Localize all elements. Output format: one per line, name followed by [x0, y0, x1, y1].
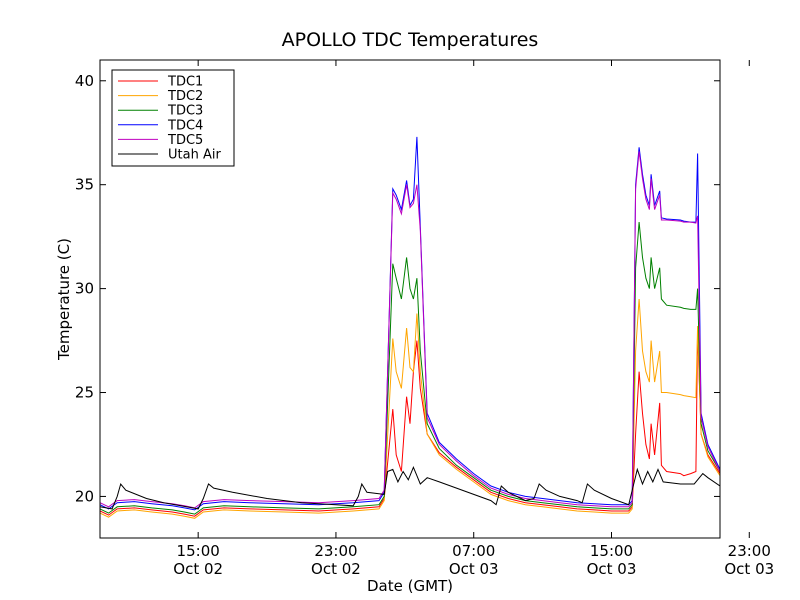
x-tick-label-date: Oct 02 — [173, 560, 223, 578]
x-tick-label-date: Oct 02 — [311, 560, 361, 578]
x-tick-label-time: 23:00 — [314, 542, 357, 560]
series-line-tdc2 — [100, 298, 720, 519]
y-tick-label: 20 — [75, 487, 94, 505]
x-tick-label-date: Oct 03 — [587, 560, 637, 578]
x-tick-label-date: Oct 03 — [449, 560, 499, 578]
x-tick-label-time: 23:00 — [728, 542, 771, 560]
x-axis-label: Date (GMT) — [367, 577, 453, 595]
legend-label-tdc4: TDC4 — [167, 118, 203, 133]
legend-label-utah-air: Utah Air — [168, 148, 221, 163]
series-line-utah-air — [100, 465, 720, 510]
x-tick-label-time: 07:00 — [452, 542, 495, 560]
chart-title: APOLLO TDC Temperatures — [282, 29, 539, 51]
series-layer — [100, 136, 720, 519]
x-tick-label-time: 15:00 — [590, 542, 633, 560]
y-tick-label: 40 — [75, 72, 94, 90]
x-tick-label-date: Oct 03 — [724, 560, 774, 578]
series-line-tdc1 — [100, 330, 720, 517]
legend-label-tdc5: TDC5 — [167, 133, 203, 148]
y-tick-label: 25 — [75, 384, 94, 402]
legend-label-tdc1: TDC1 — [167, 75, 203, 90]
legend-box — [111, 69, 235, 167]
legend-label-tdc2: TDC2 — [167, 89, 203, 104]
series-line-tdc5 — [100, 151, 720, 509]
plot-frame — [99, 59, 721, 539]
x-tick-label-time: 15:00 — [177, 542, 220, 560]
y-axis-label: Temperature (C) — [55, 238, 73, 361]
y-tick-label: 30 — [75, 280, 94, 298]
series-line-tdc4 — [100, 136, 720, 511]
series-line-tdc3 — [100, 222, 720, 515]
legend-label-tdc3: TDC3 — [167, 104, 203, 119]
y-tick-label: 35 — [75, 176, 94, 194]
